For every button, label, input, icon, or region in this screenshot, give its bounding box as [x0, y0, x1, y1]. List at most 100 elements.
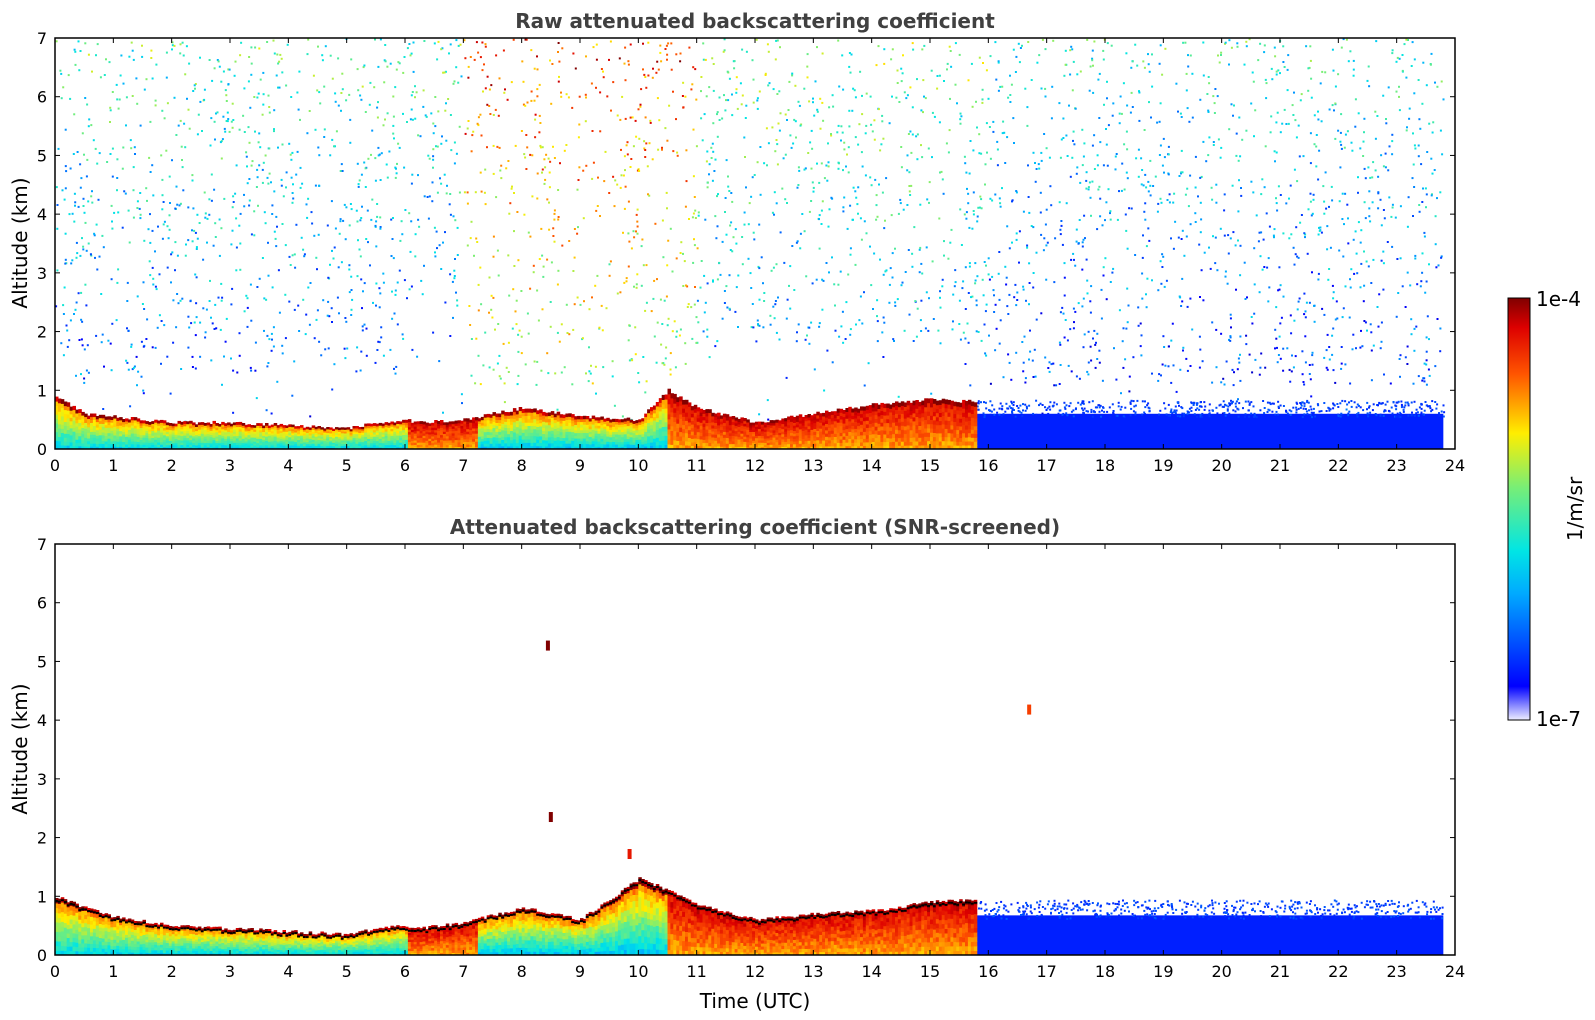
noise-cell — [272, 345, 275, 348]
noise-cell — [916, 133, 919, 136]
noise-cell — [821, 52, 824, 55]
noise-cell — [1287, 122, 1290, 125]
noise-cell — [444, 109, 447, 112]
boundary-layer-cell — [224, 427, 228, 431]
boundary-layer-cell — [262, 441, 266, 444]
noise-cell — [916, 78, 918, 81]
boundary-layer-cell — [218, 428, 222, 431]
boundary-layer-cell — [259, 440, 263, 444]
noise-cell — [884, 219, 886, 222]
noise-cell — [76, 252, 79, 255]
noise-cell — [879, 258, 881, 261]
boundary-layer-cell — [195, 438, 199, 442]
noise-cell — [1142, 60, 1145, 63]
boundary-layer-cell — [92, 434, 97, 438]
noise-cell — [947, 151, 950, 154]
noise-cell — [1233, 371, 1235, 374]
boundary-layer-cell — [270, 447, 275, 449]
noise-cell — [194, 273, 197, 276]
surface-layer-cell — [1253, 415, 1256, 418]
noise-cell — [769, 314, 772, 317]
noise-cell — [865, 232, 868, 235]
noise-cell — [984, 163, 987, 166]
noise-cell — [647, 193, 649, 196]
noise-cell — [319, 102, 322, 105]
noise-cell — [1413, 349, 1416, 352]
surface-layer-cell — [1198, 405, 1201, 408]
noise-cell — [705, 160, 708, 163]
noise-cell — [870, 284, 873, 287]
noise-cell — [98, 152, 101, 155]
noise-cell — [785, 376, 788, 379]
noise-cell — [484, 331, 487, 334]
noise-cell — [806, 334, 808, 337]
boundary-layer-cell — [60, 407, 65, 413]
surface-layer-cell — [1323, 402, 1326, 404]
noise-cell — [333, 246, 336, 249]
noise-cell — [1081, 241, 1084, 244]
boundary-layer-cell — [139, 434, 144, 438]
boundary-layer-cell — [259, 446, 263, 449]
boundary-layer-cell — [241, 440, 246, 444]
noise-cell — [998, 342, 1001, 345]
noise-cell — [331, 77, 334, 80]
noise-cell — [1236, 45, 1239, 48]
noise-cell — [583, 300, 585, 303]
noise-cell — [1229, 317, 1232, 320]
boundary-layer-cell — [209, 432, 214, 435]
noise-cell — [758, 223, 761, 226]
noise-cell — [1164, 364, 1167, 367]
noise-cell — [1388, 145, 1391, 148]
noise-cell — [877, 45, 880, 48]
boundary-layer-cell — [238, 421, 243, 425]
boundary-layer-cell — [267, 439, 272, 442]
noise-cell — [154, 104, 157, 107]
noise-cell — [920, 144, 922, 147]
noise-cell — [196, 133, 199, 136]
noise-cell — [1160, 201, 1163, 204]
noise-cell — [278, 311, 281, 314]
surface-layer-cell — [991, 404, 994, 407]
noise-cell — [500, 164, 503, 167]
noise-cell — [826, 179, 829, 182]
noise-cell — [1212, 144, 1215, 146]
boundary-layer-cell — [195, 434, 199, 438]
boundary-layer-cell — [151, 421, 155, 424]
boundary-layer-cell — [215, 431, 219, 435]
noise-cell — [450, 149, 453, 152]
noise-cell — [645, 380, 648, 383]
surface-layer-cell — [1400, 403, 1403, 406]
noise-cell — [235, 269, 238, 272]
boundary-layer-cell — [157, 446, 161, 449]
noise-cell — [1102, 164, 1105, 167]
noise-cell — [1021, 44, 1023, 47]
boundary-layer-cell — [157, 434, 161, 438]
heatmap-area — [55, 38, 1446, 449]
surface-layer-cell — [1410, 401, 1413, 404]
noise-cell — [1255, 214, 1258, 217]
noise-cell — [1186, 369, 1189, 372]
noise-cell — [326, 224, 329, 227]
noise-cell — [894, 304, 897, 307]
noise-cell — [253, 210, 256, 213]
noise-cell — [1286, 68, 1289, 71]
noise-cell — [1332, 297, 1335, 300]
noise-cell — [1060, 220, 1063, 222]
surface-layer-cell — [1144, 406, 1147, 409]
noise-cell — [1334, 85, 1337, 88]
noise-cell — [1408, 117, 1411, 120]
surface-layer-cell — [1146, 404, 1149, 407]
noise-cell — [175, 326, 178, 329]
noise-cell — [1308, 66, 1311, 69]
surface-layer-cell — [1395, 415, 1398, 418]
noise-cell — [484, 43, 487, 46]
noise-cell — [333, 145, 335, 148]
noise-cell — [810, 321, 813, 324]
noise-cell — [1222, 377, 1225, 380]
noise-cell — [883, 321, 886, 324]
boundary-layer-cell — [84, 425, 88, 429]
noise-cell — [1087, 330, 1090, 333]
boundary-layer-cell — [81, 424, 85, 428]
noise-cell — [752, 101, 755, 104]
noise-cell — [312, 74, 315, 77]
